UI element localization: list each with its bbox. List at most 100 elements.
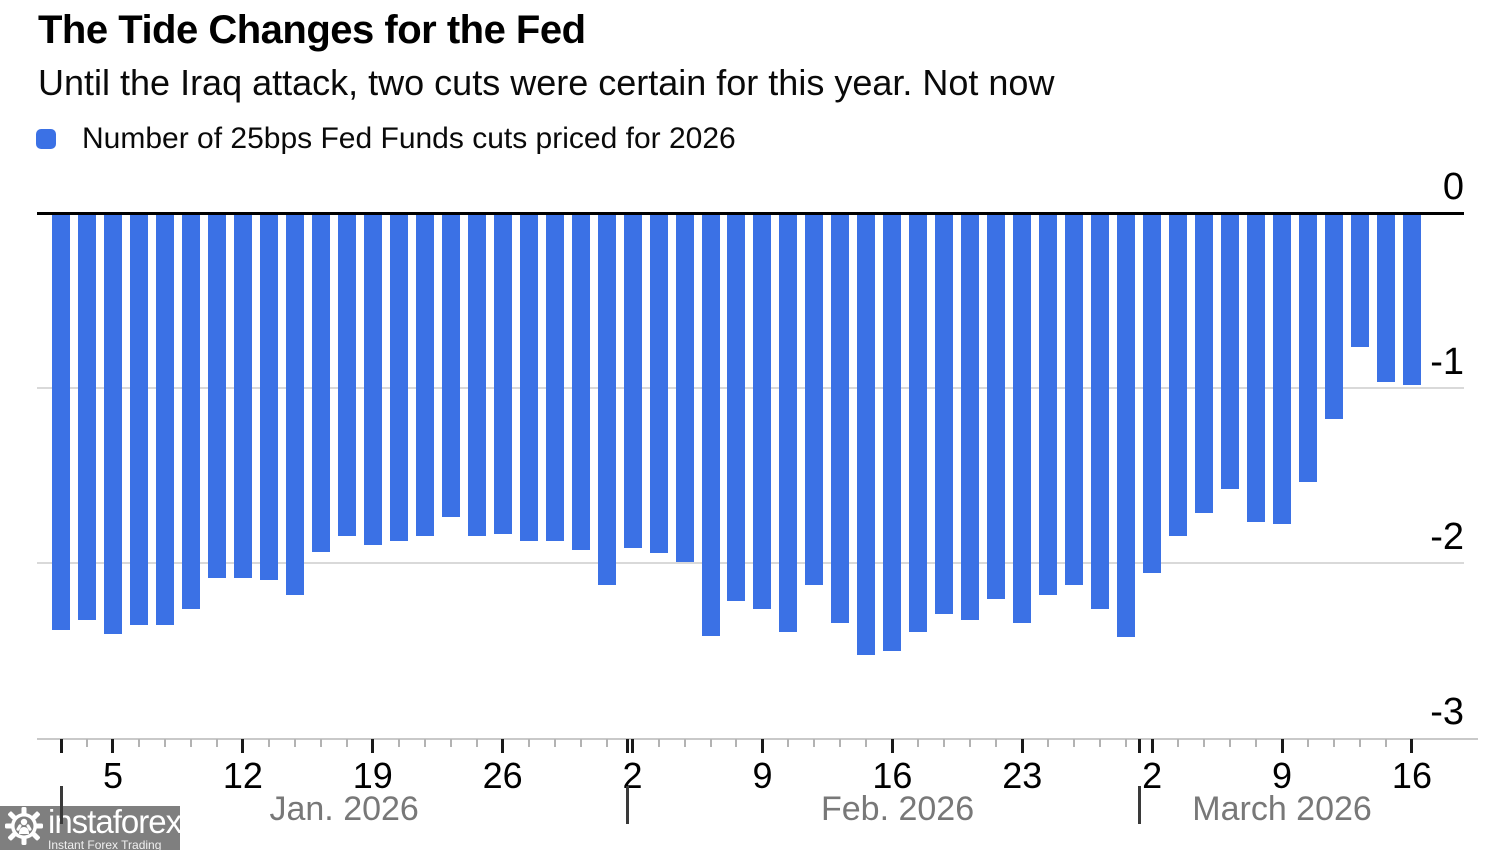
month-label: Jan. 2026 [269,790,419,828]
x-axis-minor-tick [1203,739,1206,747]
x-axis-minor-tick [163,739,166,747]
gridline [37,562,1464,564]
x-axis-minor-tick [917,739,920,747]
bar [1402,215,1421,385]
x-axis-minor-tick [839,739,842,747]
bar [1351,215,1369,347]
bar [493,215,512,534]
x-axis-minor-tick [1384,739,1387,747]
x-axis-minor-tick [449,739,452,747]
bar [285,215,304,595]
month-boundary-tick [59,739,63,753]
bar [1169,215,1188,536]
bar [571,215,590,550]
bar [155,215,174,625]
bar [52,215,70,630]
bar [103,215,122,634]
x-tick-label: 26 [482,755,523,796]
x-axis-minor-tick [423,739,426,747]
bar [207,215,226,578]
x-axis-major-tick [371,739,375,753]
bar [1039,215,1058,595]
x-axis-minor-tick [553,739,556,747]
bar [935,215,954,614]
bar [1091,215,1110,609]
bar [337,215,356,536]
bar [857,215,876,655]
x-tick-label: 23 [1002,755,1043,796]
x-axis-line [37,738,1478,740]
bar [1195,215,1214,513]
x-tick-label: 9 [752,755,773,796]
bar [259,215,278,580]
bar [1143,215,1162,573]
x-axis-minor-tick [1255,739,1258,747]
x-axis-minor-tick [215,739,218,747]
month-separator [1137,786,1141,824]
bar [1117,215,1136,637]
x-axis-minor-tick [1307,739,1310,747]
x-axis-minor-tick [865,739,868,747]
month-separator [59,786,63,824]
logo-name: instaforex [48,803,182,840]
bar [623,215,642,548]
bar [181,215,200,609]
bar [415,215,434,536]
x-axis-minor-tick [1047,739,1050,747]
x-tick-label: 2 [1142,755,1163,796]
bar [701,215,720,636]
y-tick-label: 0 [1442,166,1464,208]
bar [727,215,746,601]
x-axis-minor-tick [813,739,816,747]
x-axis-major-tick [1280,739,1284,753]
bar [1013,215,1032,623]
bar [1325,215,1344,419]
x-axis-major-tick [1410,739,1414,753]
x-axis-minor-tick [943,739,946,747]
bar [1273,215,1292,524]
x-tick-label: 12 [222,755,263,796]
bar [961,215,980,620]
bar [363,215,382,545]
bar [441,215,460,517]
bar [597,215,616,585]
bar [649,215,668,553]
x-axis-minor-tick [709,739,712,747]
y-tick-label: -1 [1430,341,1464,383]
bar [1299,215,1318,482]
legend: Number of 25bps Fed Funds cuts priced fo… [36,122,736,156]
bar [519,215,538,541]
x-axis-minor-tick [1333,739,1336,747]
bar [675,215,694,562]
gear-person-icon [4,805,44,850]
x-axis-minor-tick [1229,739,1232,747]
bar [129,215,148,625]
x-axis-minor-tick [1125,739,1128,747]
chart-title: The Tide Changes for the Fed [38,8,586,52]
y-tick-label: -3 [1430,691,1464,733]
bar [779,215,798,632]
bar [1065,215,1084,585]
month-label: March 2026 [1192,790,1372,828]
zero-line [37,212,1464,215]
bar [233,215,252,578]
month-boundary-tick [625,739,629,753]
x-axis-major-tick [111,739,115,753]
x-tick-label: 9 [1272,755,1293,796]
x-tick-label: 5 [102,755,123,796]
bar [311,215,330,552]
x-axis-major-tick [631,739,635,753]
x-tick-label: 16 [872,755,913,796]
bar [909,215,928,632]
chart-subtitle: Until the Iraq attack, two cuts were cer… [38,62,1055,103]
x-tick-label: 16 [1391,755,1432,796]
x-axis-minor-tick [1359,739,1361,747]
x-axis-major-tick [1020,739,1024,753]
bar [805,215,824,585]
instaforex-logo: instaforex Instant Forex Trading [0,803,182,850]
bar [1247,215,1266,522]
bar [831,215,850,623]
bar [545,215,564,541]
x-tick-label: 2 [622,755,643,796]
x-axis-minor-tick [995,739,998,747]
